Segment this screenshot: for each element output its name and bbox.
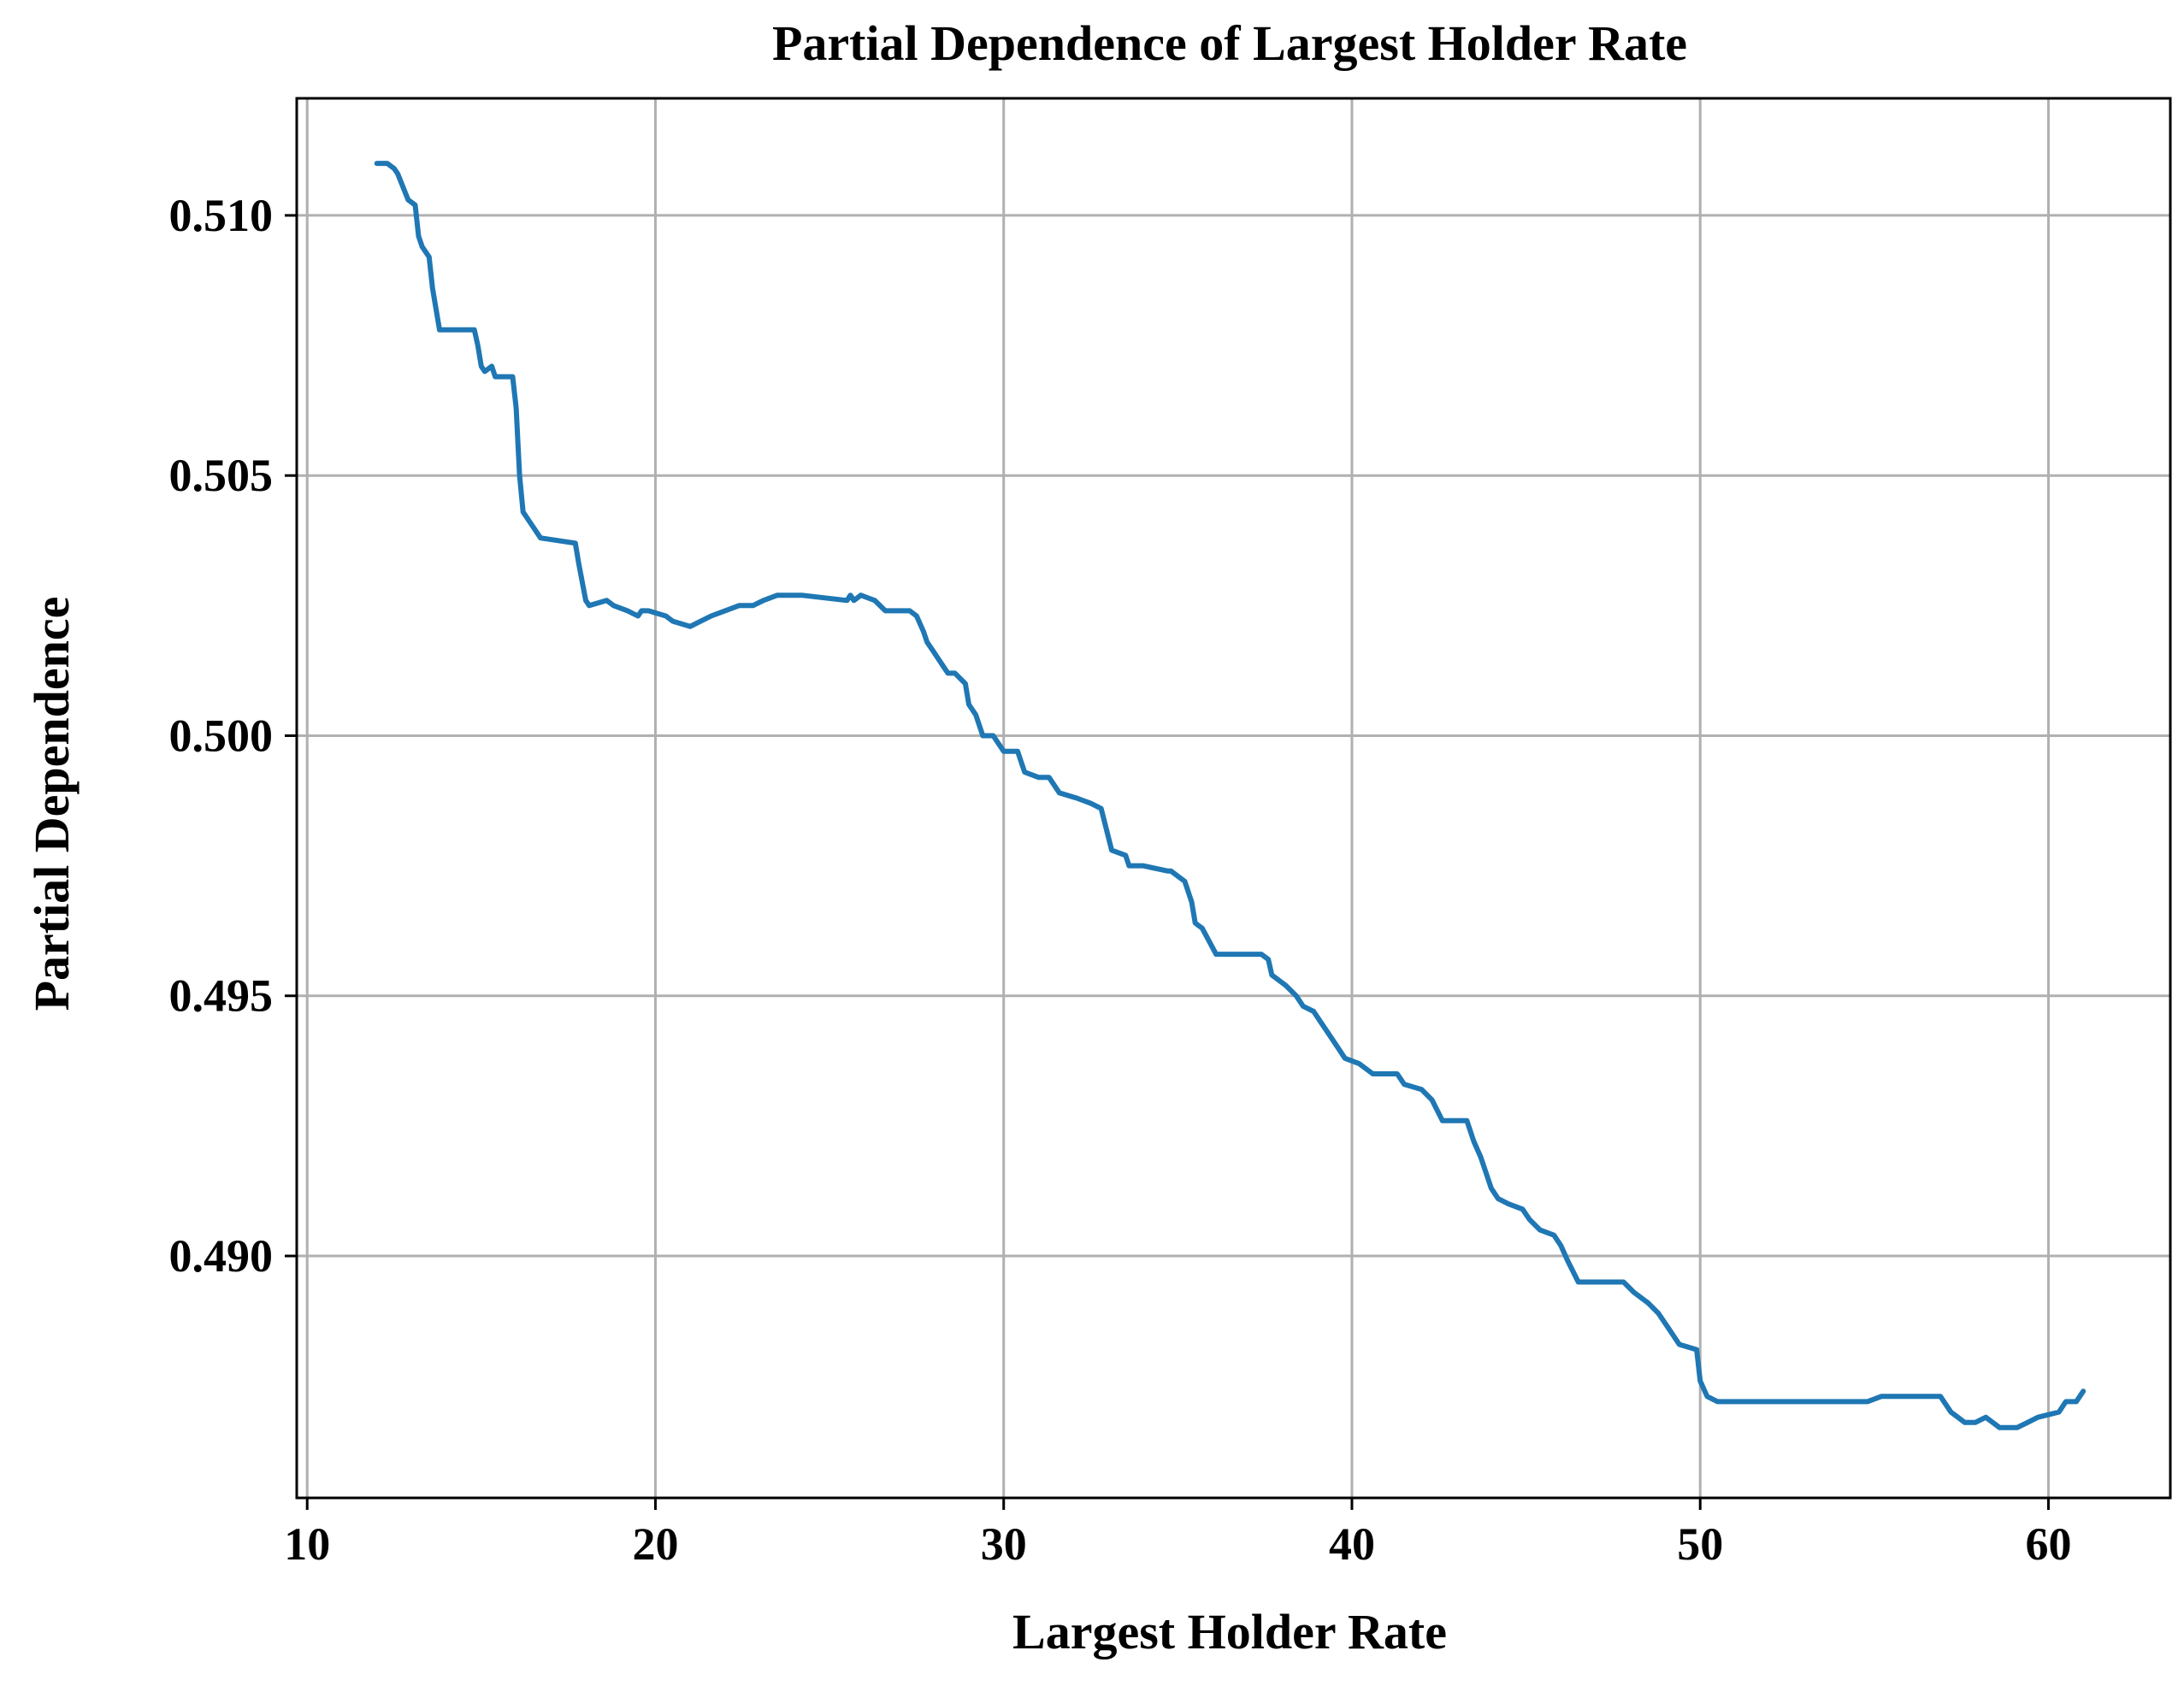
y-tick-label: 0.490 bbox=[169, 1230, 274, 1282]
y-tick-label: 0.500 bbox=[169, 710, 274, 761]
x-tick-label: 10 bbox=[284, 1518, 330, 1570]
x-tick-label: 50 bbox=[1677, 1518, 1723, 1570]
x-tick-label: 40 bbox=[1329, 1518, 1375, 1570]
partial-dependence-line bbox=[374, 161, 2087, 1430]
plot-area-frame bbox=[295, 97, 2172, 1500]
x-tick-label: 30 bbox=[981, 1518, 1027, 1570]
axis-ticks: 10 20 30 40 50 60 0.490 0.495 0.500 0.505 0.510 bbox=[169, 190, 2072, 1570]
y-tick-label: 0.495 bbox=[169, 970, 274, 1022]
y-axis-label: Partial Dependence bbox=[24, 597, 80, 1011]
x-axis-label: Largest Holder Rate bbox=[1012, 1604, 1447, 1659]
y-tick-label: 0.505 bbox=[169, 450, 274, 501]
series-layer bbox=[374, 161, 2087, 1430]
x-tick-label: 20 bbox=[632, 1518, 678, 1570]
x-tick-label: 60 bbox=[2025, 1518, 2071, 1570]
gridlines bbox=[297, 98, 2170, 1498]
y-tick-label: 0.510 bbox=[169, 190, 274, 241]
chart-title: Partial Dependence of Largest Holder Rat… bbox=[772, 15, 1687, 71]
